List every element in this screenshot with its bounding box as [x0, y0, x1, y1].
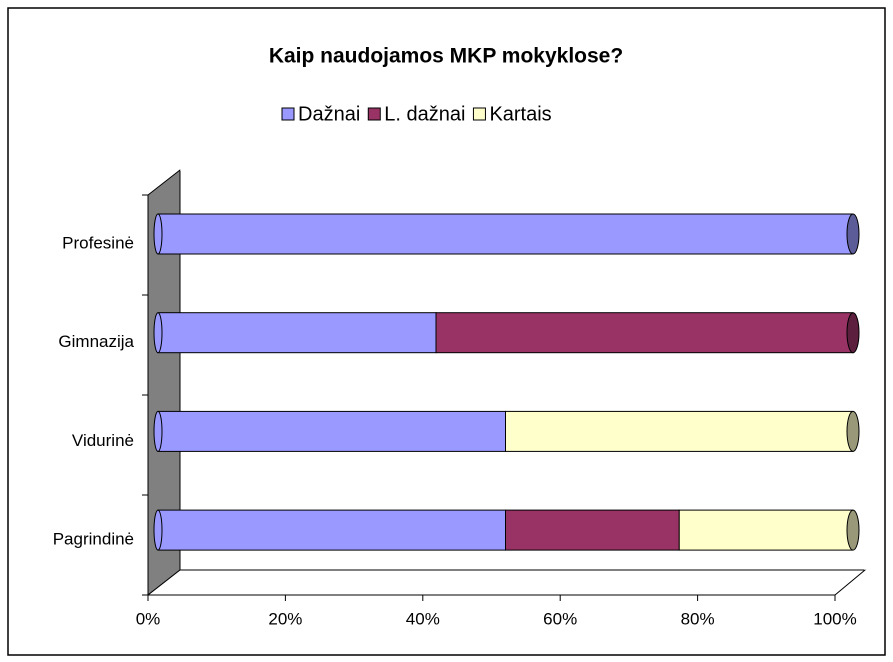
legend-label: L. dažnai	[384, 103, 465, 125]
bar-start-cap	[153, 312, 163, 354]
chart-title: Kaip naudojamos MKP mokyklose?	[269, 45, 623, 68]
x-tick-label: 40%	[406, 609, 440, 628]
bar-segment	[157, 509, 506, 551]
bar-start-cap	[153, 213, 163, 255]
bar-end-cap	[846, 213, 860, 255]
bar-segment	[678, 509, 854, 551]
legend-label: Kartais	[489, 103, 551, 125]
x-tick-label: 100%	[813, 609, 856, 628]
bar-end-cap	[846, 509, 860, 551]
x-tick-label: 60%	[543, 609, 577, 628]
bar-segment	[505, 509, 680, 551]
bar-end-cap	[846, 410, 860, 452]
bar-segment	[435, 312, 854, 354]
bar-start-cap	[153, 410, 163, 452]
bar-segment	[157, 213, 854, 255]
legend-swatch	[367, 107, 381, 121]
bar-start-cap	[153, 509, 163, 551]
y-tick-label: Profesinė	[62, 233, 134, 252]
legend-label: Dažnai	[298, 103, 360, 125]
x-tick-label: 0%	[136, 609, 161, 628]
y-tick-label: Vidurinė	[72, 431, 134, 450]
legend-swatch	[472, 107, 486, 121]
bar-segment	[505, 410, 854, 452]
bar-end-cap	[846, 312, 860, 354]
y-tick-label: Pagrindinė	[53, 530, 134, 549]
y-tick-label: Gimnazija	[58, 332, 134, 351]
x-tick-label: 20%	[268, 609, 302, 628]
floor	[146, 569, 867, 596]
bar-segment	[157, 410, 506, 452]
back-wall	[180, 169, 866, 570]
bar-segment	[157, 312, 437, 354]
x-tick-label: 80%	[681, 609, 715, 628]
legend-swatch	[281, 107, 295, 121]
